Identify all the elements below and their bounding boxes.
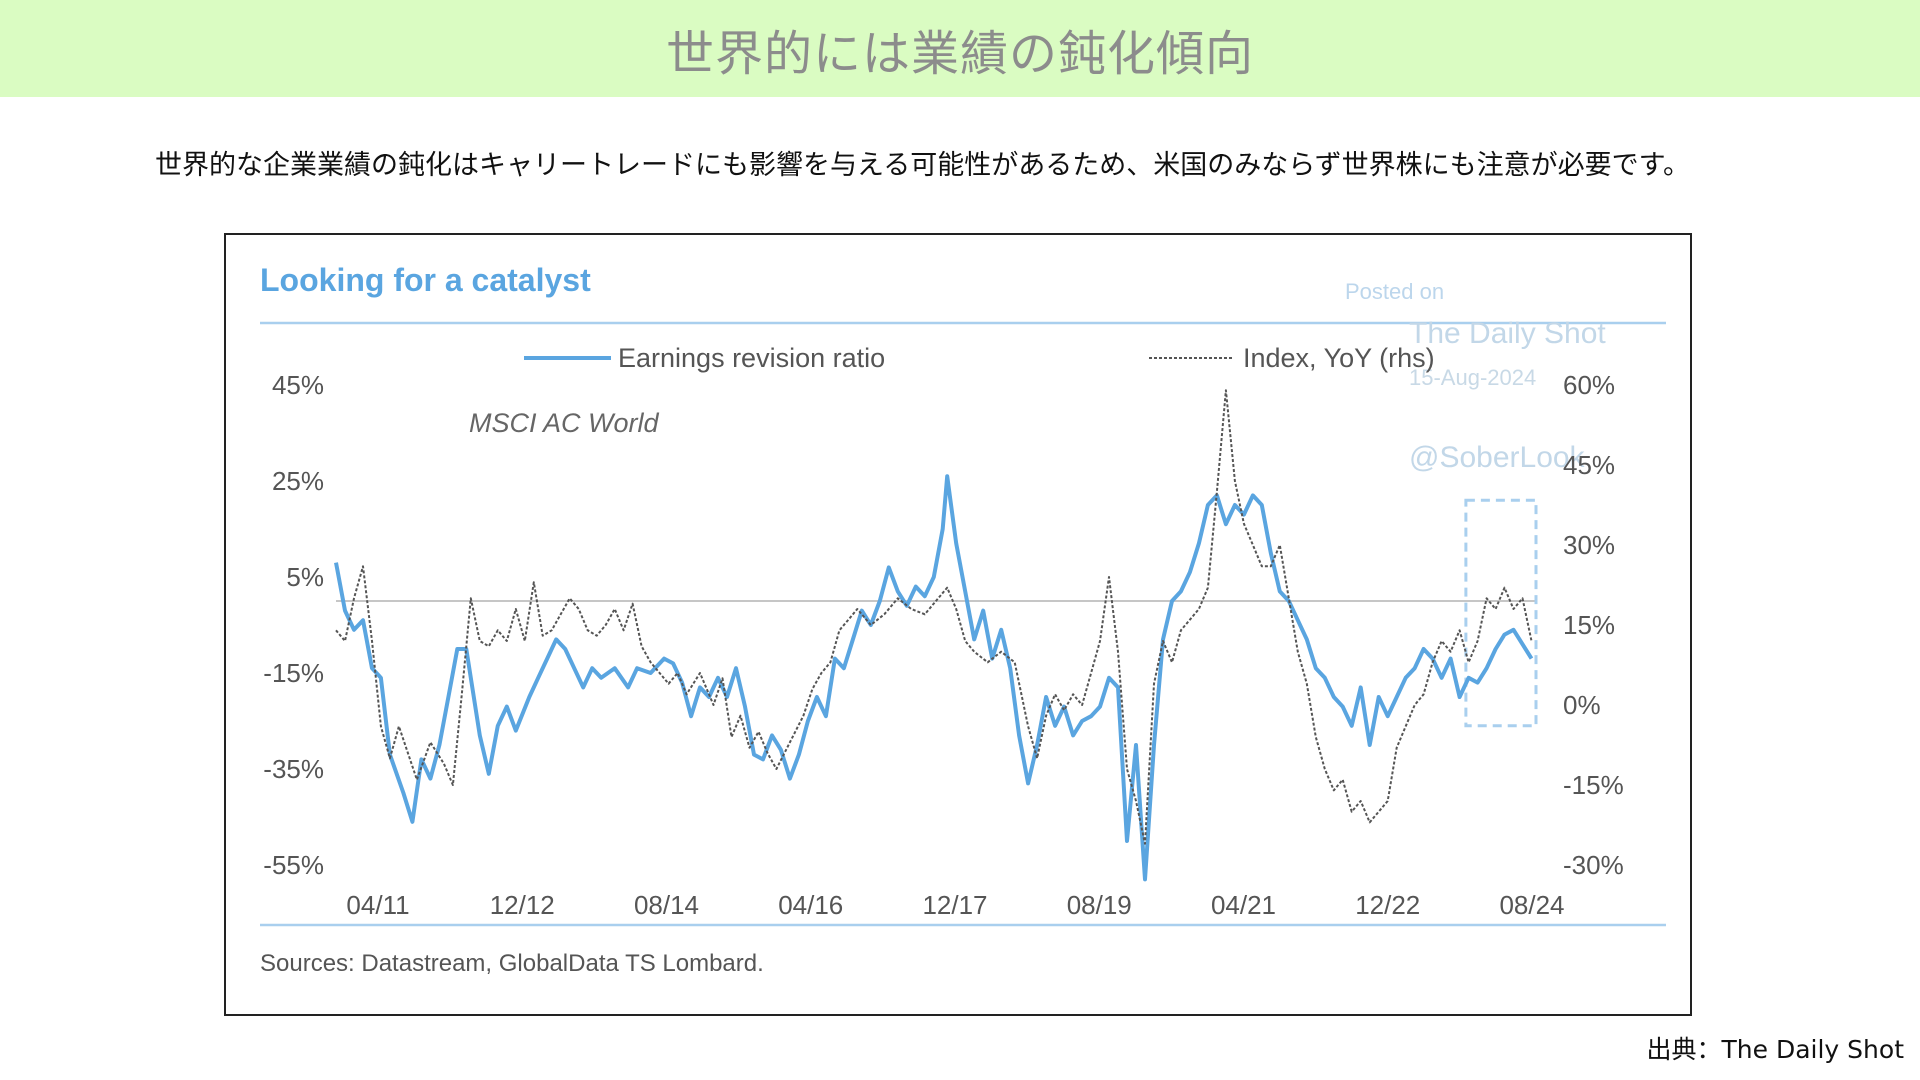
highlight-box [1464,498,1538,728]
x-tick-label: 04/11 [346,890,409,920]
watermark-daily-shot: The Daily Shot [1409,317,1606,350]
series-line-earnings-revision [334,474,1534,882]
page-title: 世界的には業績の鈍化傾向 [665,25,1254,82]
x-tick-label: 04/21 [1211,890,1276,920]
chart-svg: Looking for a catalyst Posted on The Dai… [260,262,1666,977]
x-tick-label: 08/14 [634,890,699,920]
chart-sources: Sources: Datastream, GlobalData TS Lomba… [260,950,764,977]
y-right-tick-label: 30% [1563,530,1615,560]
y-left-tick-label: 45% [272,370,324,400]
chart-frame: Looking for a catalyst Posted on The Dai… [224,233,1692,1016]
chart-annotation: MSCI AC World [469,408,659,438]
x-tick-label: 04/16 [778,890,843,920]
y-left-tick-label: 5% [286,562,324,592]
source-note: 出典：The Daily Shot [1646,1035,1904,1064]
chart-title: Looking for a catalyst [260,262,591,298]
header-banner: 世界的には業績の鈍化傾向 [0,0,1920,97]
x-tick-label: 12/17 [922,890,987,920]
watermark-posted-on: Posted on [1345,279,1444,304]
y-left-tick-label: -55% [263,850,324,880]
series-line-index-yoy [335,389,1533,845]
y-right-tick-label: 0% [1563,690,1601,720]
legend-label-index: Index, YoY (rhs) [1243,343,1435,373]
x-tick-label: 12/12 [490,890,555,920]
watermark-handle: @SoberLook [1409,441,1586,474]
x-tick-label: 12/22 [1355,890,1420,920]
y-right-tick-label: 15% [1563,610,1615,640]
x-tick-label: 08/19 [1067,890,1132,920]
y-left-tick-label: -15% [263,658,324,688]
watermark-date: 15-Aug-2024 [1409,365,1536,390]
x-tick-label: 08/24 [1499,890,1564,920]
y-left-tick-label: 25% [272,466,324,496]
y-left-tick-label: -35% [263,754,324,784]
y-right-tick-label: -30% [1563,850,1624,880]
y-right-tick-label: 45% [1563,450,1615,480]
legend-label-earnings: Earnings revision ratio [618,343,885,373]
y-right-tick-label: 60% [1563,370,1615,400]
y-right-tick-label: -15% [1563,770,1624,800]
page-subtitle: 世界的な企業業績の鈍化はキャリートレードにも影響を与える可能性があるため、米国の… [155,150,1690,181]
